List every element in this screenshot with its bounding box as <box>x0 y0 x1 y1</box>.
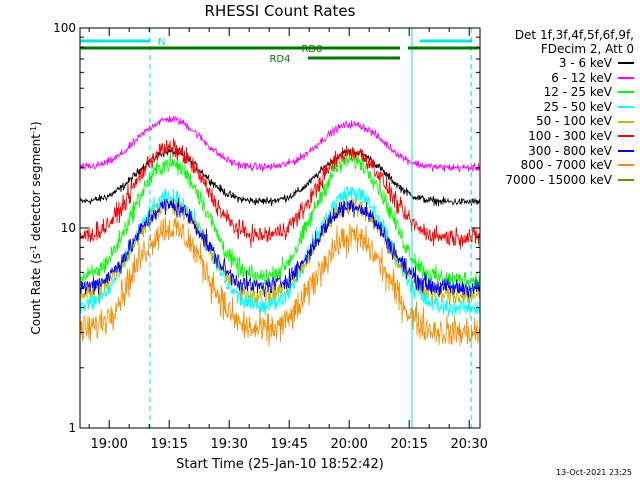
y-tick-label-2: 10 <box>61 221 76 235</box>
legend-swatch <box>618 62 634 65</box>
legend-swatch <box>618 164 634 167</box>
legend-label: 12 - 25 keV <box>543 85 612 100</box>
x-tick-label-6: 20:15 <box>390 437 427 452</box>
series-group <box>80 115 480 348</box>
legend-header-line-2: FDecim 2, Att 0 <box>540 42 634 56</box>
legend-item-2: 6 - 12 keV <box>505 71 634 86</box>
x-tick-label-1: 19:00 <box>90 437 127 452</box>
series-line-3 <box>80 148 480 292</box>
legend-item-7: 300 - 800 keV <box>505 144 634 159</box>
legend-label: 300 - 800 keV <box>528 143 612 158</box>
y-axis-title: Count Rate (s-1 detector segment-1) <box>29 121 44 334</box>
legend-label: 3 - 6 keV <box>558 56 612 70</box>
legend-item-1: 3 - 6 keV <box>505 56 634 71</box>
series-line-6 <box>80 137 480 250</box>
flag-rd4-label: RD4 <box>269 54 290 65</box>
legend-swatch <box>618 106 634 109</box>
legend-item-5: 50 - 100 keV <box>505 114 634 129</box>
x-axis-title: Start Time (25-Jan-10 18:52:42) <box>176 457 384 472</box>
legend-item-3: 12 - 25 keV <box>505 85 634 100</box>
legend-swatch <box>618 91 634 94</box>
footer-date: 13-Oct-2021 23:25 <box>556 468 632 477</box>
x-tick-label-2: 19:15 <box>150 437 187 452</box>
legend-label: 100 - 300 keV <box>528 128 612 143</box>
chart-title: RHESSI Count Rates <box>204 2 356 20</box>
legend: 3 - 6 keV 6 - 12 keV 12 - 25 keV 25 - 50 ke… <box>505 56 634 187</box>
legend-label: 7000 - 15000 keV <box>505 172 612 187</box>
legend-swatch <box>618 179 634 182</box>
legend-label: 50 - 100 keV <box>535 114 612 129</box>
legend-item-6: 100 - 300 keV <box>505 129 634 144</box>
legend-swatch <box>618 120 634 123</box>
y-tick-label-1: 1 <box>68 421 76 435</box>
legend-swatch <box>618 76 634 79</box>
legend-label: 25 - 50 keV <box>543 99 612 114</box>
series-line-2 <box>80 115 480 173</box>
legend-header-line-1: Det 1f,3f,4f,5f,6f,9f, <box>514 28 634 42</box>
y-tick-label-3: 100 <box>53 21 76 35</box>
legend-label: 800 - 7000 keV <box>520 158 612 173</box>
legend-item-9: 7000 - 15000 keV <box>505 173 634 188</box>
series-line-8 <box>80 216 480 348</box>
x-tick-label-5: 20:00 <box>330 437 367 452</box>
x-tick-label-3: 19:30 <box>210 437 247 452</box>
legend-item-8: 800 - 7000 keV <box>505 158 634 173</box>
legend-item-4: 25 - 50 keV <box>505 100 634 115</box>
legend-swatch <box>618 149 634 152</box>
legend-label: 6 - 12 keV <box>551 70 612 85</box>
legend-swatch <box>618 135 634 138</box>
flag-rd0-label: RD0 <box>301 44 322 55</box>
flag-n-label: N <box>158 37 165 48</box>
series-line-7 <box>80 198 480 299</box>
x-tick-label-7: 20:30 <box>450 437 487 452</box>
x-tick-label-4: 19:45 <box>270 437 307 452</box>
